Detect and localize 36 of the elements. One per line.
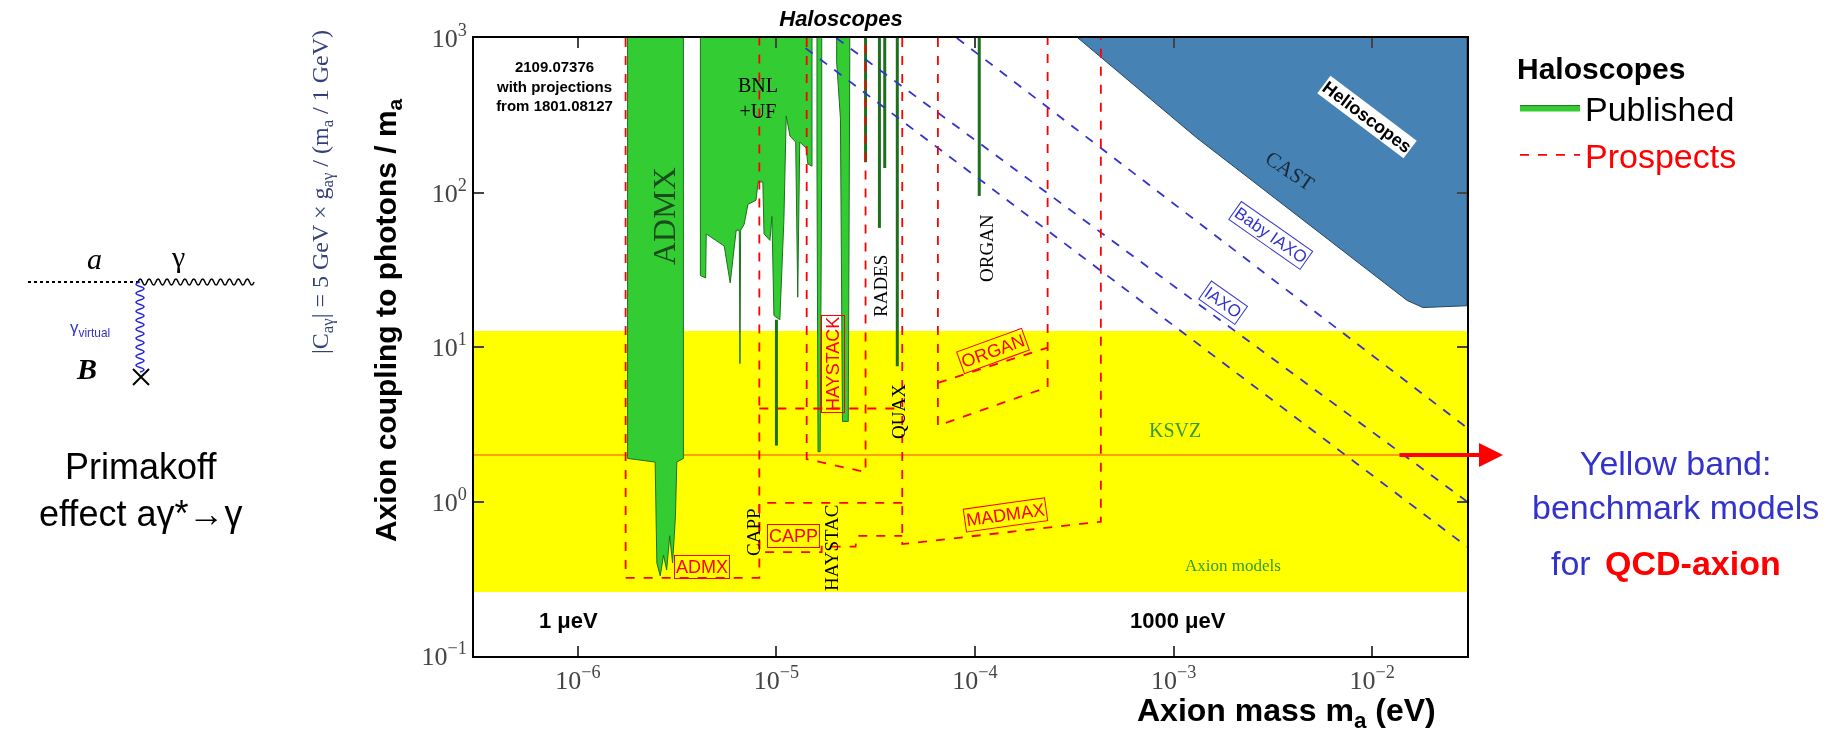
text: for: [1551, 544, 1591, 582]
annotation: BNL +UF: [738, 74, 778, 122]
x-tick-label: 10$^{−5}$: [753, 662, 800, 696]
chart-title: Haloscopes: [779, 5, 903, 31]
legend-label: Published: [1585, 89, 1735, 128]
annotation: KSVZ: [1149, 419, 1202, 441]
annotation: 1 μeV: [539, 608, 599, 633]
y-tick-label: 10$^{3}$: [431, 20, 467, 54]
annotation: CAPP: [743, 508, 764, 556]
annotation: 1000 μeV: [1130, 608, 1226, 633]
text: QCD-axion: [1605, 544, 1781, 582]
annotation: HAYSTAC: [821, 504, 842, 591]
text: γ: [171, 240, 186, 273]
y-tick-label: 10$^{1}$: [431, 329, 467, 363]
text: γ$_{virtual}$: [70, 318, 111, 340]
text: Yellow band: benchmark models: [1532, 444, 1820, 527]
annotation: ADMX: [676, 557, 729, 577]
legend-title: Haloscopes: [1517, 52, 1686, 85]
y-tick-label: 10$^{−1}$: [421, 638, 467, 672]
annotation: ADMX: [646, 167, 682, 265]
text: Primakoff effect aγ*→γ: [39, 446, 243, 534]
y-tick-label: 10$^{2}$: [431, 174, 467, 208]
annotation: HAYSTACK: [823, 316, 843, 411]
x-tick-label: 10$^{−4}$: [952, 662, 998, 696]
annotation: ORGAN: [976, 214, 997, 282]
x-tick-label: 10$^{−6}$: [555, 662, 601, 696]
text: a: [87, 242, 102, 275]
annotation: CAPP: [769, 526, 819, 546]
annotation: QUAX: [888, 383, 909, 439]
annotation: 2109.07376 with projections from 1801.08127: [496, 58, 613, 114]
text: B⃗: [76, 352, 121, 385]
legend-label: Prospects: [1585, 137, 1737, 176]
annotation: Axion models: [1185, 556, 1281, 575]
annotation: MADMAX: [964, 499, 1047, 531]
annotation: RADES: [870, 254, 891, 317]
y-tick-label: 10$^{0}$: [431, 483, 467, 517]
